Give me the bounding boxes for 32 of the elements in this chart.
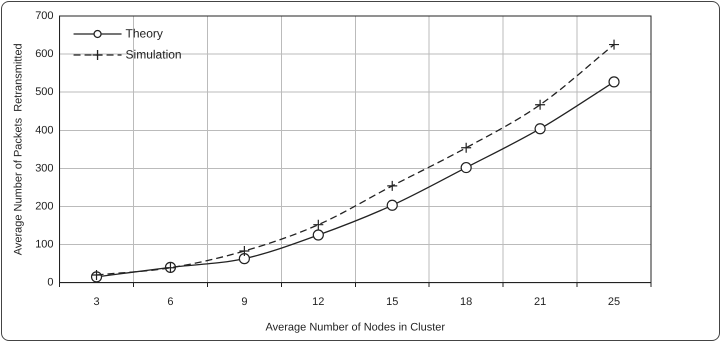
x-tick-label: 3 (93, 296, 100, 308)
point (238, 245, 250, 257)
point (312, 219, 324, 230)
y-tick-label: 700 (35, 10, 54, 22)
point (460, 142, 472, 154)
point (386, 200, 398, 211)
x-tick-label: 15 (386, 296, 398, 308)
point (312, 229, 324, 241)
point (460, 162, 472, 174)
y-tick-label: 100 (35, 238, 54, 251)
point (608, 38, 620, 50)
x-tick-label: 18 (460, 296, 472, 308)
legend-label: Simulation (126, 47, 182, 62)
y-tick-label: 500 (35, 86, 54, 98)
x-tick-label: 9 (241, 296, 248, 308)
point (386, 180, 398, 192)
point (608, 76, 620, 88)
x-tick-label: 12 (312, 296, 324, 308)
x-axis-title: Average Number of Nodes in Cluster (265, 321, 446, 334)
y-tick-label: 200 (35, 200, 54, 212)
y-tick-label: 0 (47, 276, 54, 289)
x-tick-label: 6 (167, 296, 174, 308)
y-tick-label: 300 (35, 162, 54, 174)
y-axis-title: Average Number of Packets Retransmitted (12, 43, 25, 256)
y-tick-label: 400 (35, 124, 54, 136)
x-tick-label: 21 (534, 296, 546, 308)
point (534, 99, 546, 110)
y-tick-label: 600 (35, 48, 54, 60)
legend-label: Theory (126, 26, 163, 40)
point (534, 123, 546, 134)
point (238, 253, 250, 264)
x-tick-label: 25 (608, 296, 620, 308)
